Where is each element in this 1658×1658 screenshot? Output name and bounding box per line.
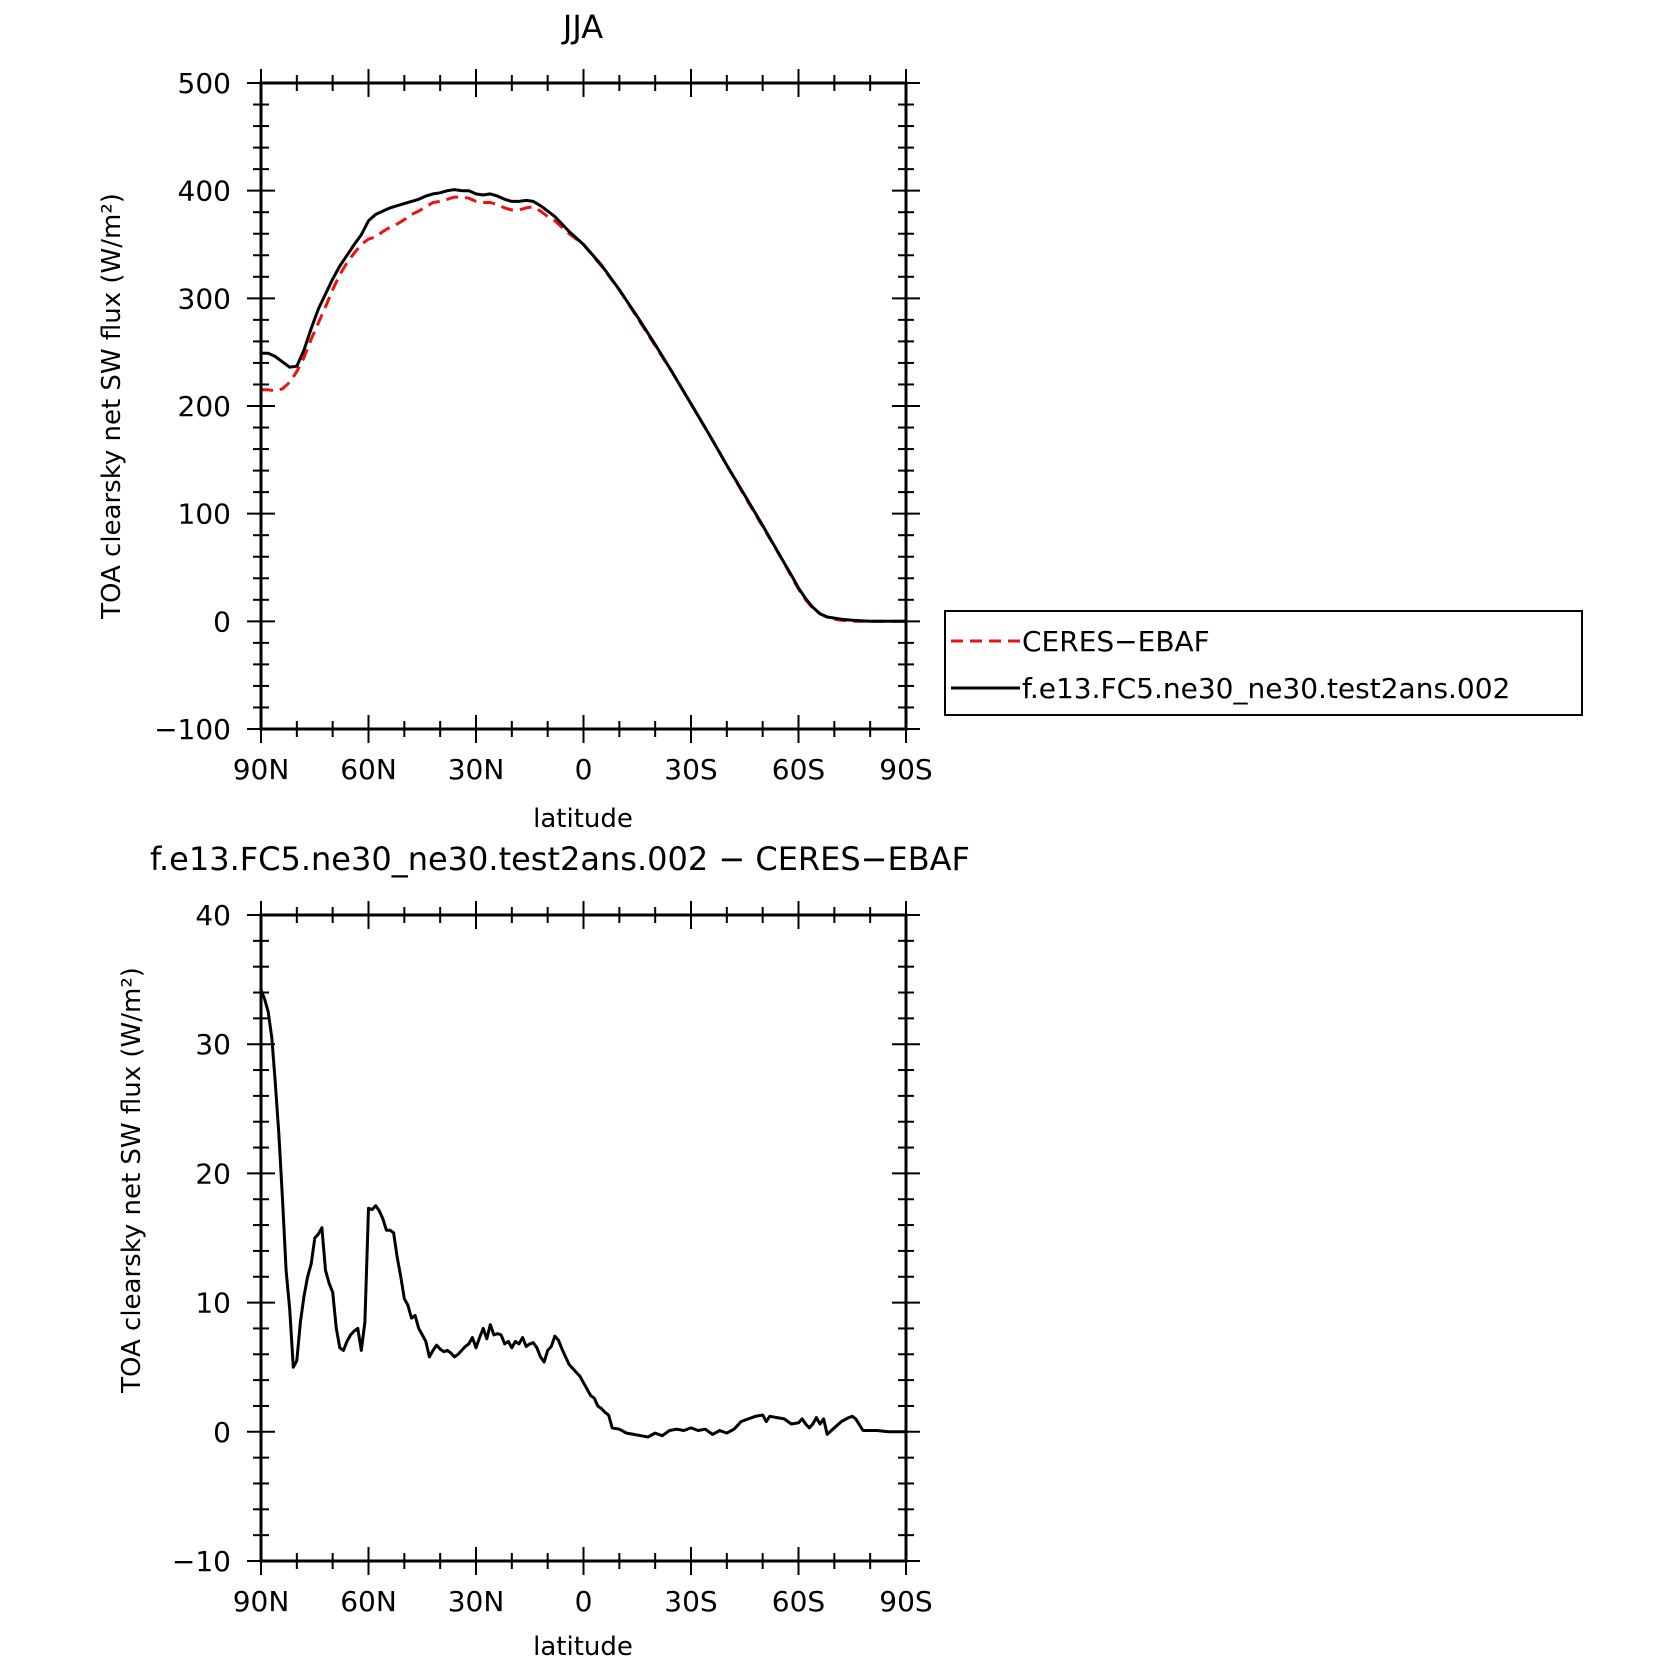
bottom-plot-frame	[259, 913, 908, 1563]
top-panel: JJA TOA clearsky net SW flux (W/m²) lati…	[97, 8, 1583, 834]
bottom-panel: f.e13.FC5.ne30_ne30.test2ans.002 − CERES…	[117, 840, 970, 1658]
x-tick-label: 60S	[772, 753, 825, 786]
x-tick-label: 30S	[664, 1585, 717, 1618]
y-tick-label: 0	[213, 605, 231, 638]
x-tick-label: 0	[575, 1585, 593, 1618]
bottom-y-axis-label: TOA clearsky net SW flux (W/m²)	[117, 967, 147, 1394]
y-tick-label: 100	[178, 498, 231, 531]
x-tick-label: 60S	[772, 1585, 825, 1618]
x-tick-label: 30N	[448, 1585, 505, 1618]
y-tick-label: 400	[178, 175, 231, 208]
y-tick-label: 20	[195, 1157, 231, 1190]
model-series-line	[261, 188, 906, 623]
top-y-axis-label: TOA clearsky net SW flux (W/m²)	[97, 193, 127, 620]
bottom-chart-title: f.e13.FC5.ne30_ne30.test2ans.002 − CERES…	[150, 840, 970, 878]
legend-label-model: f.e13.FC5.ne30_ne30.test2ans.002	[1022, 672, 1510, 705]
bottom-x-axis-label: latitude	[533, 1632, 633, 1658]
y-tick-label: 40	[195, 899, 231, 932]
x-tick-label: 60N	[340, 1585, 397, 1618]
y-tick-label: −10	[172, 1545, 231, 1578]
top-x-axis-label: latitude	[533, 804, 633, 834]
obs-series-line	[261, 195, 906, 623]
y-tick-label: 200	[178, 390, 231, 423]
difference-series-line	[259, 989, 906, 1439]
legend: CERES−EBAF f.e13.FC5.ne30_ne30.test2ans.…	[944, 610, 1583, 716]
x-tick-label: 30S	[664, 753, 717, 786]
x-tick-label: 0	[575, 753, 593, 786]
x-tick-label: 90N	[233, 1585, 290, 1618]
x-tick-label: 60N	[340, 753, 397, 786]
legend-box	[944, 610, 1583, 716]
top-plot-frame	[259, 81, 908, 731]
legend-label-obs: CERES−EBAF	[1022, 625, 1210, 658]
x-tick-label: 90S	[879, 1585, 932, 1618]
y-tick-label: 500	[178, 67, 231, 100]
y-tick-label: −100	[154, 713, 231, 746]
x-tick-label: 90N	[233, 753, 290, 786]
top-chart-title: JJA	[561, 8, 603, 46]
x-tick-label: 30N	[448, 753, 505, 786]
y-tick-label: 30	[195, 1028, 231, 1061]
y-tick-label: 300	[178, 282, 231, 315]
y-tick-label: 10	[195, 1287, 231, 1320]
y-tick-label: 0	[213, 1416, 231, 1449]
x-tick-label: 90S	[879, 753, 932, 786]
